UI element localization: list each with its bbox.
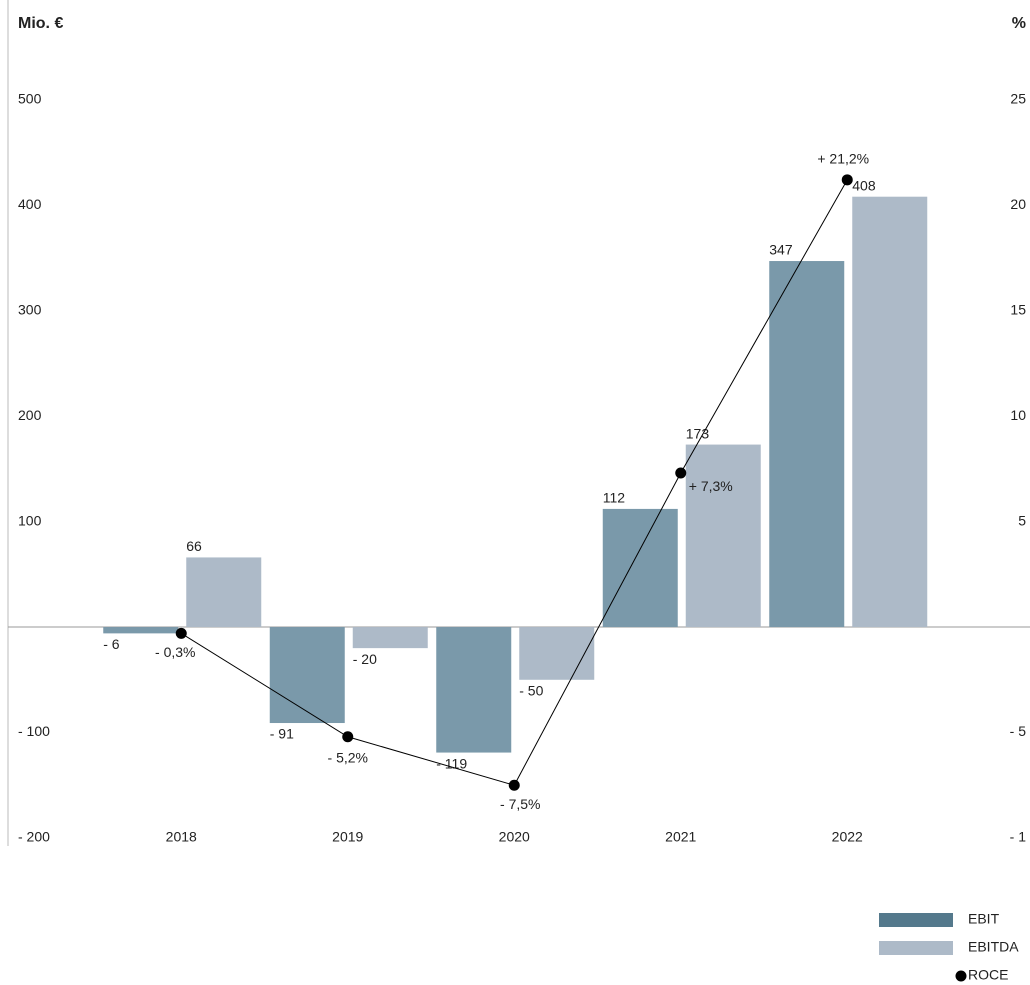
bar: [186, 557, 262, 628]
legend-label: EBITDA: [968, 939, 1019, 955]
bar: [352, 627, 428, 649]
line-value-label: - 7,5%: [500, 796, 540, 812]
line-value-label: + 7,3%: [689, 478, 733, 494]
line-point: [675, 467, 687, 479]
y-tick-label: 500: [18, 90, 42, 106]
legend-swatch: [879, 941, 953, 955]
line-value-label: - 0,3%: [155, 644, 195, 660]
line-point: [175, 627, 187, 639]
bar: [269, 627, 345, 724]
x-tick-label: 2018: [166, 829, 197, 845]
legend-label: ROCE: [968, 967, 1008, 983]
bar: [103, 627, 179, 634]
y2-tick-label: 25: [1010, 90, 1026, 106]
x-tick-label: 2019: [332, 829, 363, 845]
y-tick-label: 200: [18, 407, 42, 423]
line-value-label: + 21,2%: [817, 151, 869, 167]
bar: [769, 261, 845, 628]
y-tick-label: - 100: [18, 723, 50, 739]
x-tick-label: 2020: [499, 829, 530, 845]
y2-tick-label: - 1: [1010, 829, 1027, 845]
bar: [436, 627, 512, 753]
bar: [852, 196, 928, 628]
y2-tick-label: - 5: [1010, 723, 1027, 739]
bar-value-label: 347: [769, 242, 793, 258]
legend-swatch: [879, 913, 953, 927]
bar-value-label: - 20: [353, 651, 377, 667]
x-tick-label: 2021: [665, 829, 696, 845]
y-tick-label: 400: [18, 196, 42, 212]
line-point: [342, 731, 354, 743]
bar-value-label: - 50: [519, 682, 543, 698]
line-point: [841, 174, 853, 186]
x-tick-label: 2022: [832, 829, 863, 845]
y-tick-label: 100: [18, 512, 42, 528]
legend-swatch: [955, 970, 967, 982]
y-tick-label: 300: [18, 301, 42, 317]
line-point: [508, 779, 520, 791]
bar-value-label: - 119: [436, 755, 467, 771]
bar-value-label: 173: [686, 425, 710, 441]
y2-axis-title: %: [1012, 15, 1026, 32]
y-axis-title: Mio. €: [18, 15, 63, 32]
bar: [519, 627, 595, 680]
bar-value-label: - 6: [103, 636, 120, 652]
bar-value-label: 112: [603, 490, 626, 506]
y-tick-label: - 200: [18, 829, 50, 845]
y2-tick-label: 15: [1010, 301, 1026, 317]
bar-value-label: - 91: [270, 726, 294, 742]
bar-value-label: 408: [852, 177, 876, 193]
line-value-label: - 5,2%: [328, 749, 368, 765]
y2-tick-label: 20: [1010, 196, 1026, 212]
y2-tick-label: 10: [1010, 407, 1026, 423]
bar-value-label: 66: [186, 538, 202, 554]
bar: [685, 444, 761, 628]
legend-label: EBIT: [968, 911, 1000, 927]
bar: [602, 508, 678, 628]
y2-tick-label: 5: [1018, 512, 1026, 528]
